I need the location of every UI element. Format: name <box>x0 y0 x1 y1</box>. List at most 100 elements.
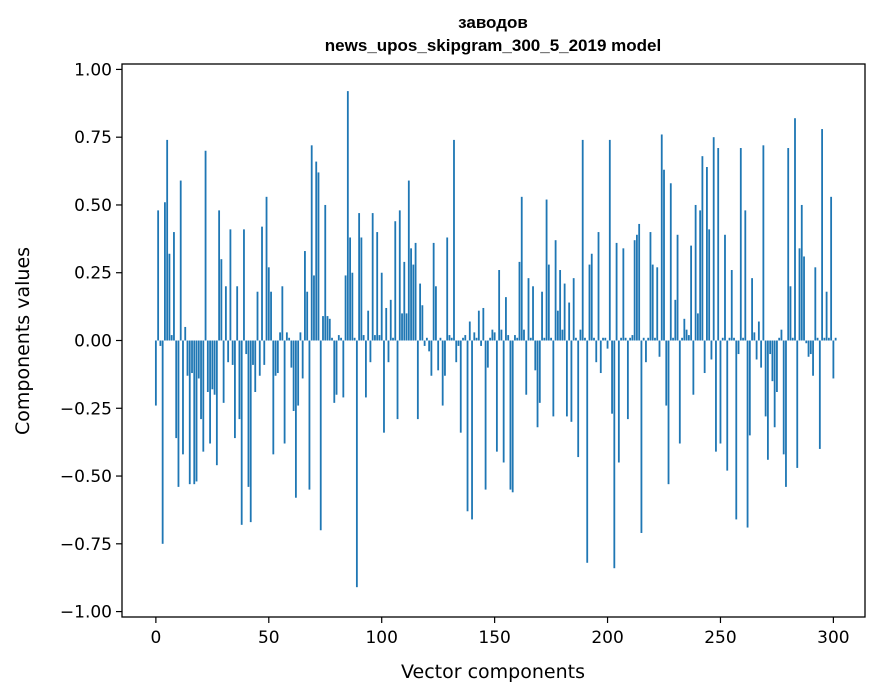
bar-component-182 <box>565 340 568 417</box>
bar-component-138 <box>466 340 469 512</box>
bar-component-99 <box>378 335 381 341</box>
bar-component-166 <box>529 337 532 341</box>
bar-component-19 <box>197 340 200 379</box>
bar-component-265 <box>753 332 756 341</box>
bar-component-235 <box>685 329 688 341</box>
bar-component-212 <box>633 240 636 341</box>
bar-component-246 <box>710 340 713 360</box>
bar-component-7 <box>170 335 173 341</box>
bar-component-197 <box>599 340 602 374</box>
bar-component-108 <box>398 210 401 341</box>
bar-component-4 <box>164 202 166 341</box>
bar-component-10 <box>177 340 180 487</box>
bar-component-272 <box>769 340 772 355</box>
bar-component-12 <box>182 340 184 455</box>
bar-component-296 <box>823 337 826 341</box>
bar-component-55 <box>279 332 281 341</box>
bar-component-90 <box>358 213 361 341</box>
y-tick-label: −0.50 <box>60 467 112 487</box>
bar-component-211 <box>631 335 634 341</box>
bar-component-275 <box>776 340 778 392</box>
bar-component-124 <box>435 286 437 341</box>
bar-component-78 <box>331 337 333 341</box>
bar-component-131 <box>450 337 453 341</box>
bar-component-179 <box>559 270 562 341</box>
bar-component-140 <box>471 340 473 520</box>
bar-component-161 <box>518 261 521 341</box>
bar-component-276 <box>778 337 781 341</box>
bar-component-156 <box>507 335 510 341</box>
bar-component-256 <box>733 337 735 341</box>
bar-component-192 <box>588 264 591 341</box>
y-axis-ticks: 1.00 0.75 0.50 0.25 0.00 −0.25 −0.50 −0.75 −1.00 <box>60 60 122 623</box>
bar-component-269 <box>762 145 765 341</box>
y-tick-label: 1.00 <box>74 60 112 80</box>
bar-component-169 <box>536 340 539 428</box>
x-axis-ticks: 0 50 100 150 200 250 300 <box>150 617 850 648</box>
bar-component-27 <box>215 340 218 466</box>
bar-component-173 <box>545 199 548 341</box>
bar-component-214 <box>638 223 641 341</box>
bar-component-67 <box>306 291 309 341</box>
bar-component-294 <box>818 340 821 449</box>
bar-component-202 <box>611 340 613 414</box>
bar-component-16 <box>191 340 193 374</box>
bar-component-3 <box>161 340 164 544</box>
bar-component-135 <box>459 340 462 433</box>
bar-component-40 <box>245 340 248 355</box>
bar-component-86 <box>349 237 351 341</box>
bar-component-112 <box>407 180 410 341</box>
y-tick-label: −1.00 <box>60 603 112 623</box>
bar-component-174 <box>547 264 550 341</box>
bar-component-274 <box>773 340 776 428</box>
bar-component-213 <box>636 234 638 341</box>
bar-component-245 <box>708 229 711 341</box>
bar-component-238 <box>692 340 695 395</box>
bar-component-297 <box>825 291 828 341</box>
bar-component-2 <box>159 340 162 346</box>
bar-component-72 <box>317 172 320 341</box>
bar-component-30 <box>222 340 225 403</box>
bar-component-77 <box>328 318 331 341</box>
bar-component-119 <box>423 340 426 346</box>
bar-component-168 <box>534 340 537 371</box>
bar-component-143 <box>477 310 480 341</box>
bar-component-32 <box>227 340 230 363</box>
bar-component-31 <box>224 286 227 341</box>
bar-component-24 <box>209 340 211 444</box>
bar-component-175 <box>550 337 552 341</box>
bar-component-76 <box>326 316 329 341</box>
bar-component-287 <box>803 256 805 341</box>
bar-component-89 <box>355 340 358 588</box>
bar-component-286 <box>800 204 803 341</box>
bar-component-165 <box>527 278 530 341</box>
bar-component-243 <box>703 340 706 374</box>
bar-component-285 <box>798 248 801 341</box>
bar-component-101 <box>383 340 385 433</box>
bar-component-83 <box>342 340 345 398</box>
bar-component-291 <box>812 340 814 376</box>
x-tick-label: 200 <box>591 628 623 648</box>
bar-component-132 <box>453 139 455 341</box>
x-tick-label: 300 <box>817 628 849 648</box>
bar-component-293 <box>816 337 819 341</box>
bar-component-162 <box>520 196 523 341</box>
bar-component-248 <box>715 340 717 452</box>
bar-component-239 <box>694 204 697 341</box>
bar-component-57 <box>283 340 286 444</box>
x-tick-label: 50 <box>258 628 280 648</box>
bar-component-289 <box>807 340 810 357</box>
bar-component-71 <box>315 161 318 341</box>
bar-component-206 <box>620 337 622 341</box>
bar-component-157 <box>509 340 512 490</box>
bar-component-252 <box>724 234 726 341</box>
y-tick-label: 0.50 <box>74 196 112 216</box>
bar-component-9 <box>175 340 178 439</box>
bar-component-47 <box>261 226 263 341</box>
bar-component-283 <box>794 118 796 341</box>
bar-component-241 <box>699 210 702 341</box>
bar-component-254 <box>728 337 731 341</box>
bar-component-209 <box>626 340 629 420</box>
chart-title-word: заводов <box>458 13 528 32</box>
